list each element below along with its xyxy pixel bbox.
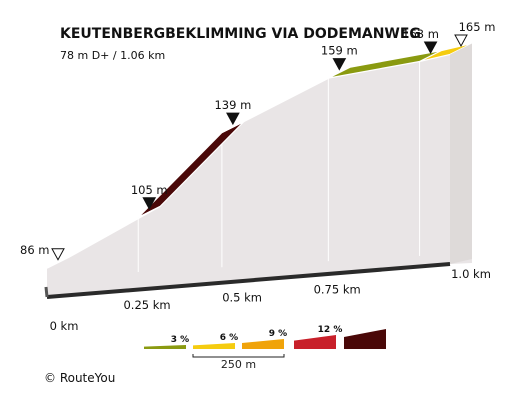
elevation-label: 159 m (321, 44, 358, 58)
legend-label: 12 % (318, 325, 343, 335)
profile-segment (419, 42, 473, 63)
legend-swatch (242, 339, 284, 349)
elevation-marker (454, 34, 468, 47)
legend-swatch (193, 343, 235, 349)
elevation-label: 139 m (214, 98, 251, 112)
x-tick-label: 0.25 km (123, 298, 170, 312)
profile-base-edge (44, 286, 49, 298)
profile-labels: 86 m 105 m 139 m 159 m 163 m 165 m 0 km 0.25 km… (20, 20, 495, 333)
legend-label: 3 % (171, 335, 189, 345)
elevation-marker (226, 112, 240, 126)
elevation-marker (51, 248, 65, 261)
legend-label: 6 % (220, 333, 238, 343)
elevation-label: 86 m (20, 243, 50, 257)
legend-swatch (144, 345, 186, 349)
profile-base-strip (46, 253, 472, 297)
x-tick-label: 0 km (50, 319, 79, 333)
elevation-label: 165 m (459, 20, 496, 34)
profile-graphic (44, 42, 473, 299)
x-tick-label: 0.5 km (222, 290, 262, 304)
x-tick-label: 1.0 km (451, 267, 491, 281)
elevation-label: 105 m (131, 183, 168, 197)
legend-swatch (294, 335, 336, 349)
elevation-marker (423, 41, 438, 55)
profile-end-cap (450, 43, 472, 264)
elevation-marker (142, 197, 157, 210)
gradient-legend: 3 % 6 % 9 % 12 % 250 m (144, 325, 386, 371)
legend-swatch (344, 329, 386, 349)
elevation-marker (332, 58, 347, 71)
legend-scale-label: 250 m (221, 358, 256, 371)
profile-base-line (46, 262, 451, 299)
legend-label: 9 % (269, 329, 287, 339)
legend-scale-bar (192, 354, 285, 358)
chart-subtitle: 78 m D+ / 1.06 km (60, 49, 166, 62)
copyright-text: © RouteYou (44, 371, 116, 385)
x-tick-label: 0.75 km (314, 283, 361, 297)
elevation-label: 163 m (402, 27, 439, 41)
profile-side-wall (47, 54, 450, 297)
chart-title: KEUTENBERGBEKLIMMING VIA DODEMANWEG (60, 26, 421, 42)
